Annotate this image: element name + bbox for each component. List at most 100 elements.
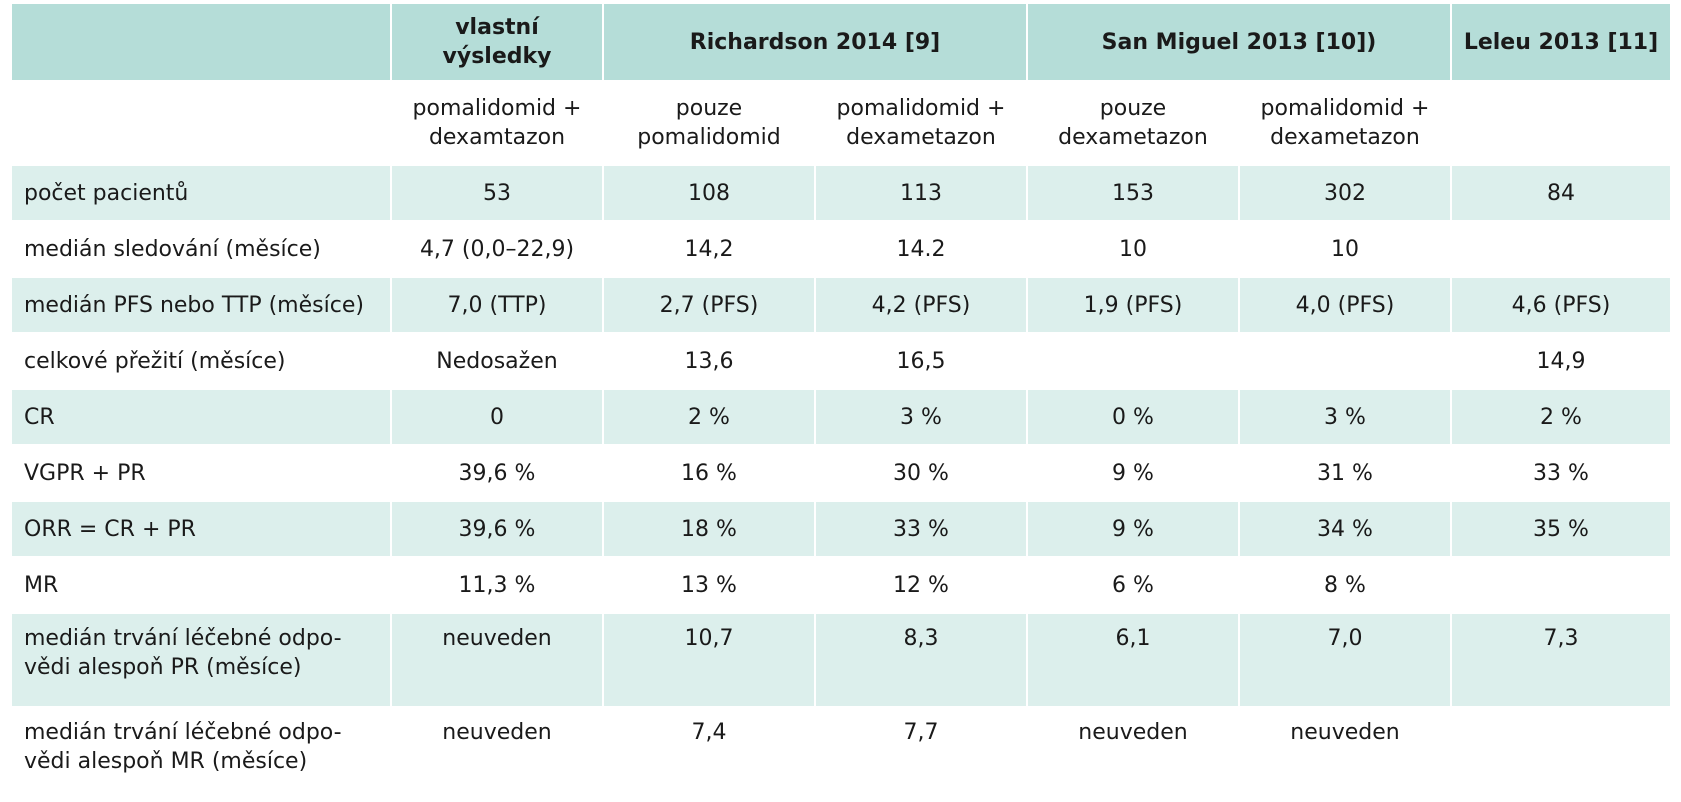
table-row-response-duration-mr: medián trvání léčebné odpo- vědi alespoň… <box>12 707 1670 802</box>
table-row-cr: CR 0 2 % 3 % 0 % 3 % 2 % <box>12 389 1670 446</box>
subheader-text: pomalidomid + dexamtazon <box>412 96 582 150</box>
subheader-cell: pomalidomid + dexamtazon <box>391 81 604 166</box>
subheader-text: pomalidomid + dexametazon <box>836 96 1006 150</box>
table-cell: 10,7 <box>603 613 816 708</box>
table-cell: 39,6 % <box>391 501 604 558</box>
table-cell: neuveden <box>1027 707 1240 802</box>
table-cell: 4,7 (0,0–22,9) <box>391 221 604 278</box>
table-cell: 31 % <box>1239 445 1452 502</box>
table-cell: 6 % <box>1027 557 1240 614</box>
table-cell: 13 % <box>603 557 816 614</box>
table-cell: Nedosažen <box>391 333 604 390</box>
header-corner <box>12 4 392 82</box>
header-own-results: vlastní výsledky <box>391 4 604 82</box>
table-cell: 14,9 <box>1451 333 1670 390</box>
row-label-line: vědi alespoň PR (měsíce) <box>24 655 302 680</box>
table-cell: 18 % <box>603 501 816 558</box>
table-cell: 12 % <box>815 557 1028 614</box>
table-cell: 53 <box>391 165 604 222</box>
table-row-overall-survival: celkové přežití (měsíce) Nedosažen 13,6 … <box>12 333 1670 390</box>
table-cell: 34 % <box>1239 501 1452 558</box>
row-label: medián trvání léčebné odpo- vědi alespoň… <box>12 613 392 708</box>
table-cell: 1,9 (PFS) <box>1027 277 1240 334</box>
table-cell: neuveden <box>391 707 604 802</box>
subheader-cell-label <box>12 81 392 166</box>
table-cell: 302 <box>1239 165 1452 222</box>
table-cell: 39,6 % <box>391 445 604 502</box>
subheader-cell: pomalidomid + dexametazon <box>815 81 1028 166</box>
row-label: medián trvání léčebné odpo- vědi alespoň… <box>12 707 392 802</box>
table-cell: 0 % <box>1027 389 1240 446</box>
table-cell: 13,6 <box>603 333 816 390</box>
table-cell: 33 % <box>1451 445 1670 502</box>
table-cell: 30 % <box>815 445 1028 502</box>
table-cell: 113 <box>815 165 1028 222</box>
table-cell: 7,0 <box>1239 613 1452 708</box>
table-row-pfs-ttp: medián PFS nebo TTP (měsíce) 7,0 (TTP) 2… <box>12 277 1670 334</box>
table-cell: 6,1 <box>1027 613 1240 708</box>
table-row-vgpr-pr: VGPR + PR 39,6 % 16 % 30 % 9 % 31 % 33 % <box>12 445 1670 502</box>
header-leleu-2013: Leleu 2013 [11] <box>1451 4 1670 82</box>
row-label: ORR = CR + PR <box>12 501 392 558</box>
row-label: MR <box>12 557 392 614</box>
table-cell: neuveden <box>391 613 604 708</box>
table-cell <box>1027 333 1240 390</box>
table-cell: 10 <box>1239 221 1452 278</box>
table-cell: 4,6 (PFS) <box>1451 277 1670 334</box>
table-cell: 8,3 <box>815 613 1028 708</box>
subheader-cell <box>1451 81 1670 166</box>
subheader-text: pomalidomid + dexametazon <box>1260 96 1430 150</box>
table-cell <box>1451 557 1670 614</box>
table-cell: 2 % <box>603 389 816 446</box>
row-label: medián PFS nebo TTP (měsíce) <box>12 277 392 334</box>
table-cell: 84 <box>1451 165 1670 222</box>
table-row-followup: medián sledování (měsíce) 4,7 (0,0–22,9)… <box>12 221 1670 278</box>
table-cell: 4,2 (PFS) <box>815 277 1028 334</box>
table-cell: 3 % <box>815 389 1028 446</box>
row-label: CR <box>12 389 392 446</box>
row-label: medián sledování (měsíce) <box>12 221 392 278</box>
row-label: počet pacientů <box>12 165 392 222</box>
table-cell: 8 % <box>1239 557 1452 614</box>
table-cell: neuveden <box>1239 707 1452 802</box>
table-cell: 0 <box>391 389 604 446</box>
subheader-text: pouze pomalidomid <box>637 96 781 150</box>
header-san-miguel-2013: San Miguel 2013 [10]) <box>1027 4 1452 82</box>
table-cell: 7,0 (TTP) <box>391 277 604 334</box>
row-label: VGPR + PR <box>12 445 392 502</box>
results-comparison-table: vlastní výsledky Richardson 2014 [9] San… <box>12 4 1670 802</box>
table-cell <box>1239 333 1452 390</box>
table-cell: 33 % <box>815 501 1028 558</box>
table-cell: 16,5 <box>815 333 1028 390</box>
table-cell: 3 % <box>1239 389 1452 446</box>
table-cell: 14.2 <box>815 221 1028 278</box>
table-cell: 11,3 % <box>391 557 604 614</box>
table-cell: 4,0 (PFS) <box>1239 277 1452 334</box>
row-label-line: medián trvání léčebné odpo- <box>24 626 342 651</box>
table-row-response-duration-pr: medián trvání léčebné odpo- vědi alespoň… <box>12 613 1670 708</box>
header-own-results-label: vlastní výsledky <box>442 15 552 69</box>
row-label-line: medián trvání léčebné odpo- <box>24 720 342 745</box>
table-cell: 9 % <box>1027 445 1240 502</box>
table-cell: 2,7 (PFS) <box>603 277 816 334</box>
table-cell: 10 <box>1027 221 1240 278</box>
subheader-row: pomalidomid + dexamtazon pouze pomalidom… <box>12 81 1670 166</box>
table-cell: 7,4 <box>603 707 816 802</box>
table-cell: 7,7 <box>815 707 1028 802</box>
row-label-line: vědi alespoň MR (měsíce) <box>24 749 308 774</box>
table-cell <box>1451 707 1670 802</box>
table-cell: 35 % <box>1451 501 1670 558</box>
subheader-text: pouze dexametazon <box>1058 96 1208 150</box>
subheader-cell: pouze pomalidomid <box>603 81 816 166</box>
header-row: vlastní výsledky Richardson 2014 [9] San… <box>12 4 1670 82</box>
header-richardson-2014: Richardson 2014 [9] <box>603 4 1028 82</box>
table-row-orr: ORR = CR + PR 39,6 % 18 % 33 % 9 % 34 % … <box>12 501 1670 558</box>
table-cell: 9 % <box>1027 501 1240 558</box>
table-cell: 14,2 <box>603 221 816 278</box>
table-cell: 108 <box>603 165 816 222</box>
table-cell: 16 % <box>603 445 816 502</box>
table-cell: 153 <box>1027 165 1240 222</box>
table-cell: 2 % <box>1451 389 1670 446</box>
subheader-cell: pouze dexametazon <box>1027 81 1240 166</box>
